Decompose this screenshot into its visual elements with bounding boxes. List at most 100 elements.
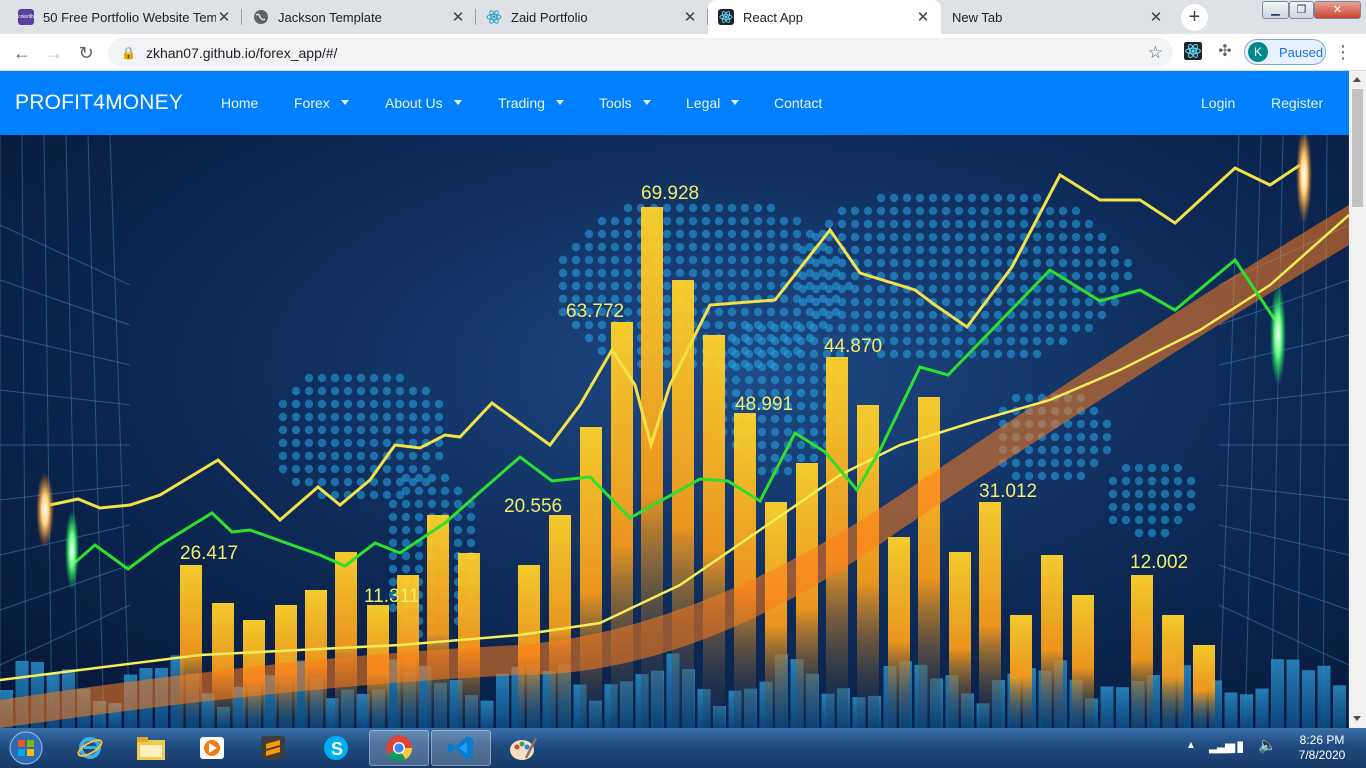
nav-legal[interactable]: Legal — [686, 95, 740, 111]
volume-icon[interactable]: 🔈 — [1258, 737, 1277, 754]
map-dot — [753, 268, 763, 278]
map-dot — [727, 268, 737, 278]
close-icon[interactable]: ✕ — [451, 9, 465, 26]
nav-home[interactable]: Home — [221, 95, 258, 111]
paint-icon[interactable] — [493, 730, 553, 766]
map-dot — [395, 412, 405, 422]
map-dot — [967, 297, 977, 307]
map-dot — [740, 268, 750, 278]
close-icon[interactable]: ✕ — [217, 9, 231, 26]
map-dot — [928, 349, 938, 359]
show-hidden-icons-icon[interactable]: ▲ — [1186, 740, 1196, 751]
file-explorer-icon[interactable] — [121, 730, 181, 766]
nav-about-us[interactable]: About Us — [385, 95, 462, 111]
volume-bar — [1286, 659, 1300, 728]
map-dot — [1058, 232, 1068, 242]
minimize-button[interactable]: ▁ — [1262, 1, 1289, 19]
tab-new-tab[interactable]: New Tab ✕ — [941, 0, 1174, 34]
map-dot — [967, 193, 977, 203]
nav-login[interactable]: Login — [1201, 95, 1236, 111]
volume-bar — [356, 693, 370, 728]
map-dot — [597, 333, 607, 343]
scrollbar-thumb[interactable] — [1352, 89, 1363, 207]
sublime-text-icon[interactable] — [243, 730, 303, 766]
nav-register[interactable]: Register — [1271, 95, 1324, 111]
map-dot — [1084, 232, 1094, 242]
map-dot — [388, 525, 398, 535]
map-dot — [597, 268, 607, 278]
map-dot — [822, 336, 832, 346]
map-dot — [753, 281, 763, 291]
scroll-down-arrow-icon[interactable] — [1353, 716, 1361, 721]
map-dot — [414, 486, 424, 496]
bookmark-star-icon[interactable]: ☆ — [1147, 43, 1163, 62]
tab-react-app[interactable]: React App ✕ — [708, 0, 941, 34]
map-dot — [967, 336, 977, 346]
map-dot — [941, 245, 951, 255]
react-devtools-icon[interactable] — [1183, 42, 1203, 62]
reload-icon[interactable]: ↻ — [78, 43, 94, 63]
internet-explorer-icon[interactable] — [60, 730, 120, 766]
map-dot — [876, 245, 886, 255]
windows-start-icon[interactable] — [2, 730, 50, 766]
map-dot — [584, 229, 594, 239]
light-flare — [36, 472, 54, 548]
map-dot — [837, 297, 847, 307]
map-dot — [889, 206, 899, 216]
map-dot — [837, 284, 847, 294]
vscode-icon[interactable] — [431, 730, 491, 766]
map-dot — [623, 255, 633, 265]
close-window-button[interactable]: ✕ — [1314, 1, 1361, 19]
clock[interactable]: 8:26 PM 7/8/2020 — [1282, 733, 1362, 763]
back-arrow-icon[interactable]: ← — [13, 43, 31, 63]
map-dot — [1032, 193, 1042, 203]
gold-bar — [1072, 595, 1094, 728]
map-dot — [850, 336, 860, 346]
tab-zaid-portfolio[interactable]: Zaid Portfolio ✕ — [476, 0, 708, 34]
map-dot — [388, 551, 398, 561]
tab-jackson-template[interactable]: Jackson Template ✕ — [243, 0, 476, 34]
map-dot — [388, 564, 398, 574]
more-menu-icon[interactable]: ⋮ — [1334, 42, 1352, 62]
nav-forex[interactable]: Forex — [294, 95, 349, 111]
map-dot — [623, 294, 633, 304]
maximize-button[interactable]: ❐ — [1289, 1, 1314, 19]
close-icon[interactable]: ✕ — [683, 9, 697, 26]
skype-icon[interactable]: S — [306, 730, 366, 766]
address-bar[interactable]: 🔒 zkhan07.github.io/forex_app/#/ ☆ — [108, 38, 1173, 67]
map-dot — [395, 386, 405, 396]
map-dot — [876, 206, 886, 216]
network-signal-icon[interactable]: ▂▃▅ — [1209, 738, 1235, 753]
scroll-up-arrow-icon[interactable] — [1353, 77, 1361, 82]
close-icon[interactable]: ✕ — [1149, 9, 1163, 26]
map-dot — [408, 464, 418, 474]
chrome-icon[interactable] — [369, 730, 429, 766]
forward-arrow-icon[interactable]: → — [45, 43, 63, 63]
page-scrollbar[interactable] — [1349, 71, 1366, 728]
map-dot — [889, 310, 899, 320]
nav-contact[interactable]: Contact — [774, 95, 822, 111]
map-dot — [967, 284, 977, 294]
profile-button[interactable]: K Paused — [1244, 39, 1326, 65]
map-dot — [770, 427, 780, 437]
map-dot — [798, 284, 808, 294]
map-dot — [401, 564, 411, 574]
map-dot — [343, 399, 353, 409]
battery-icon[interactable]: ▮ — [1236, 738, 1245, 755]
map-dot — [571, 255, 581, 265]
extensions-puzzle-icon[interactable]: ✣ — [1218, 43, 1232, 60]
tab-50-free-portfolio[interactable]: colorlib 50 Free Portfolio Website Templ… — [8, 0, 242, 34]
map-dot — [291, 477, 301, 487]
nav-trading[interactable]: Trading — [498, 95, 564, 111]
new-tab-button[interactable]: + — [1181, 4, 1208, 31]
map-dot — [597, 255, 607, 265]
map-dot — [796, 414, 806, 424]
map-dot — [753, 242, 763, 252]
nav-tools[interactable]: Tools — [599, 95, 651, 111]
map-dot — [811, 297, 821, 307]
map-dot — [863, 258, 873, 268]
close-icon[interactable]: ✕ — [916, 9, 930, 26]
site-brand[interactable]: PROFIT4MONEY — [15, 91, 184, 114]
map-dot — [863, 310, 873, 320]
media-player-icon[interactable] — [182, 730, 242, 766]
